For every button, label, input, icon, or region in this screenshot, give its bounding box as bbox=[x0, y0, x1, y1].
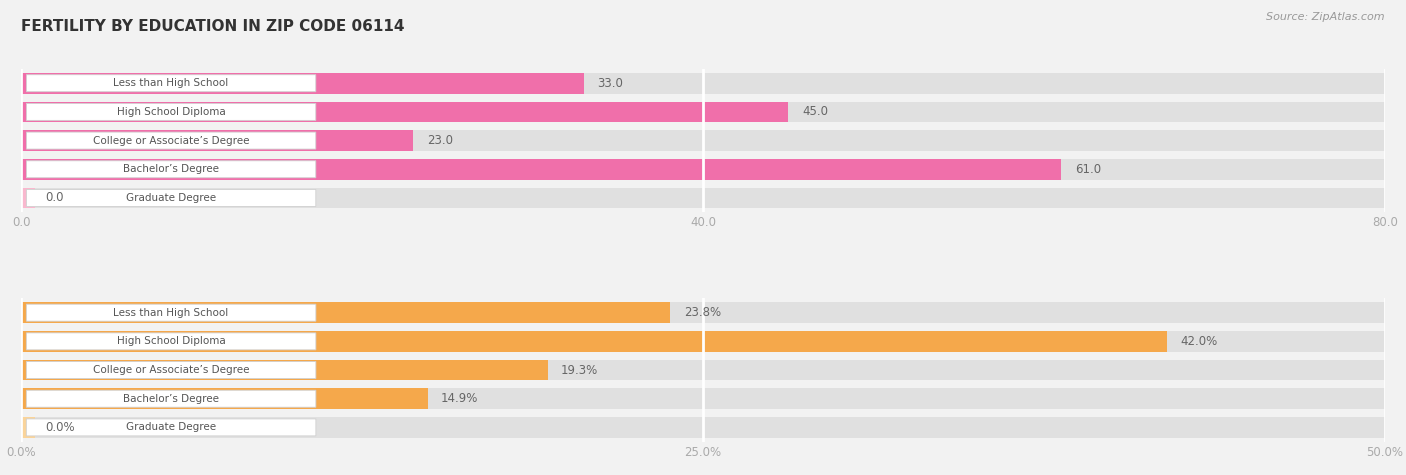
Bar bbox=[21, 417, 1385, 438]
Text: College or Associate’s Degree: College or Associate’s Degree bbox=[93, 135, 249, 145]
Bar bbox=[21, 102, 1385, 122]
Bar bbox=[21, 188, 1385, 208]
FancyBboxPatch shape bbox=[27, 419, 316, 436]
Bar bbox=[21, 360, 1385, 380]
Text: 42.0%: 42.0% bbox=[1181, 335, 1218, 348]
Bar bbox=[21, 360, 547, 380]
Text: FERTILITY BY EDUCATION IN ZIP CODE 06114: FERTILITY BY EDUCATION IN ZIP CODE 06114 bbox=[21, 19, 405, 34]
Text: 19.3%: 19.3% bbox=[561, 363, 599, 377]
Text: Graduate Degree: Graduate Degree bbox=[127, 193, 217, 203]
Bar bbox=[21, 331, 1167, 352]
FancyBboxPatch shape bbox=[27, 75, 316, 92]
Text: 33.0: 33.0 bbox=[598, 77, 623, 90]
FancyBboxPatch shape bbox=[27, 104, 316, 120]
Bar bbox=[21, 102, 789, 122]
Text: Bachelor’s Degree: Bachelor’s Degree bbox=[124, 394, 219, 404]
Bar bbox=[21, 130, 413, 151]
Bar bbox=[21, 159, 1385, 180]
Text: 23.8%: 23.8% bbox=[683, 306, 721, 319]
Text: Source: ZipAtlas.com: Source: ZipAtlas.com bbox=[1267, 12, 1385, 22]
FancyBboxPatch shape bbox=[27, 190, 316, 207]
Text: Bachelor’s Degree: Bachelor’s Degree bbox=[124, 164, 219, 174]
Text: 61.0: 61.0 bbox=[1074, 163, 1101, 176]
Text: Less than High School: Less than High School bbox=[114, 308, 229, 318]
Text: Graduate Degree: Graduate Degree bbox=[127, 422, 217, 432]
FancyBboxPatch shape bbox=[27, 333, 316, 350]
Text: Less than High School: Less than High School bbox=[114, 78, 229, 88]
Bar bbox=[21, 417, 35, 438]
Bar bbox=[21, 389, 427, 409]
Bar bbox=[21, 159, 1062, 180]
Text: High School Diploma: High School Diploma bbox=[117, 336, 225, 346]
Text: 14.9%: 14.9% bbox=[441, 392, 478, 405]
Text: College or Associate’s Degree: College or Associate’s Degree bbox=[93, 365, 249, 375]
Bar bbox=[21, 303, 1385, 323]
Text: 0.0%: 0.0% bbox=[45, 421, 76, 434]
FancyBboxPatch shape bbox=[27, 390, 316, 407]
Bar bbox=[21, 303, 671, 323]
Text: 23.0: 23.0 bbox=[427, 134, 453, 147]
Text: High School Diploma: High School Diploma bbox=[117, 107, 225, 117]
Bar bbox=[21, 188, 35, 208]
Bar bbox=[21, 331, 1385, 352]
FancyBboxPatch shape bbox=[27, 161, 316, 178]
FancyBboxPatch shape bbox=[27, 132, 316, 149]
FancyBboxPatch shape bbox=[27, 304, 316, 321]
Bar bbox=[21, 389, 1385, 409]
Text: 0.0: 0.0 bbox=[45, 191, 65, 204]
Bar bbox=[21, 73, 1385, 94]
FancyBboxPatch shape bbox=[27, 361, 316, 379]
Bar bbox=[21, 73, 583, 94]
Text: 45.0: 45.0 bbox=[801, 105, 828, 118]
Bar bbox=[21, 130, 1385, 151]
